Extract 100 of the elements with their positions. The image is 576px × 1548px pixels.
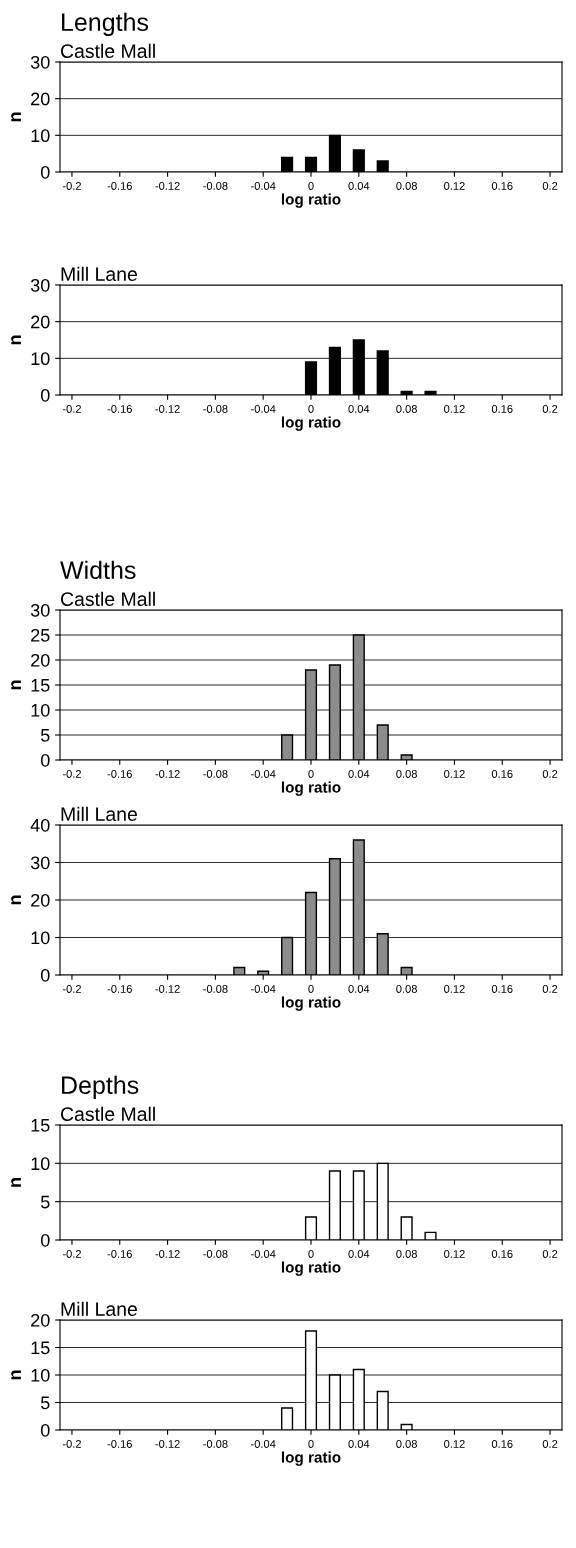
x-tick-label: -0.16 <box>107 405 132 413</box>
x-tick-label: -0.08 <box>203 985 228 993</box>
y-tick-label: 30 <box>30 278 50 292</box>
x-tick-label: -0.12 <box>155 1250 180 1258</box>
y-tick-label: 0 <box>40 165 50 179</box>
x-tick-label: 0.08 <box>396 1440 417 1448</box>
x-tick-label: 0 <box>308 985 314 993</box>
y-tick-label: 10 <box>31 1157 50 1171</box>
x-tick-label: -0.16 <box>107 182 132 190</box>
x-tick-label: 0.04 <box>348 1440 370 1448</box>
y-tick-label: 5 <box>40 1195 50 1209</box>
chart-title: Widths <box>60 560 136 580</box>
x-tick-label: -0.04 <box>251 770 276 778</box>
y-tick-label: 30 <box>30 856 50 870</box>
x-tick-label: 0.2 <box>542 1440 558 1448</box>
x-tick-label: 0.12 <box>444 1250 465 1258</box>
x-tick-label: -0.04 <box>251 182 276 190</box>
x-tick-label: 0 <box>308 182 314 190</box>
y-tick-label: 15 <box>31 679 50 692</box>
x-tick-label: -0.04 <box>251 1250 276 1258</box>
x-tick-label: -0.2 <box>62 182 81 190</box>
y-tick-label: 10 <box>31 352 50 366</box>
y-tick-label: 20 <box>31 893 50 907</box>
x-tick-label: 0.08 <box>396 1250 417 1258</box>
x-tick-label: 0.08 <box>396 770 417 778</box>
y-axis-title: n <box>11 680 21 690</box>
x-tick-label: 0.04 <box>348 1250 370 1258</box>
x-tick-label: 0.16 <box>491 182 513 190</box>
y-tick-label: 20 <box>31 315 50 329</box>
y-axis-title: n <box>11 1370 21 1380</box>
x-tick-label: 0.04 <box>348 770 370 778</box>
x-tick-label: -0.2 <box>62 405 81 413</box>
x-tick-label: 0 <box>308 1250 314 1258</box>
x-tick-label: -0.12 <box>155 1440 180 1448</box>
x-tick-label: 0.04 <box>348 405 370 413</box>
x-tick-label: 0.08 <box>396 405 417 413</box>
chart-title: Mill Lane <box>61 266 137 282</box>
x-tick-label: -0.12 <box>155 405 180 413</box>
x-tick-label: 0.2 <box>542 1250 558 1258</box>
x-tick-label: -0.04 <box>251 405 276 413</box>
x-tick-label: -0.04 <box>251 985 276 993</box>
x-tick-label: -0.08 <box>203 1250 228 1258</box>
x-tick-label: -0.2 <box>62 770 81 778</box>
x-axis-title: log ratio <box>281 416 341 431</box>
x-tick-label: -0.16 <box>107 770 132 778</box>
x-tick-label: 0.12 <box>444 405 465 413</box>
y-tick-label: 40 <box>30 818 50 832</box>
x-tick-label: 0.16 <box>491 985 513 993</box>
x-tick-label: -0.08 <box>203 405 228 413</box>
x-tick-label: -0.12 <box>155 770 180 778</box>
x-tick-label: -0.2 <box>62 1440 81 1448</box>
x-tick-label: 0.12 <box>444 985 465 993</box>
y-axis-title: n <box>11 335 21 345</box>
x-tick-label: 0.08 <box>396 985 417 993</box>
y-tick-label: 30 <box>30 603 50 617</box>
y-tick-label: 10 <box>31 703 50 717</box>
x-tick-label: -0.08 <box>203 770 228 778</box>
x-tick-label: 0.16 <box>491 1440 513 1448</box>
y-tick-label: 15 <box>31 1119 50 1132</box>
x-axis-title: log ratio <box>281 781 341 796</box>
y-tick-label: 0 <box>40 753 50 767</box>
x-tick-label: 0.16 <box>491 1250 513 1258</box>
x-tick-label: 0 <box>308 1440 314 1448</box>
x-tick-label: 0.04 <box>348 182 370 190</box>
chart-title: Depths <box>62 1075 139 1099</box>
x-tick-label: -0.2 <box>62 985 81 993</box>
x-tick-label: 0.2 <box>542 405 558 413</box>
x-axis-title: log ratio <box>281 1261 341 1276</box>
x-tick-label: 0.12 <box>444 182 465 190</box>
y-tick-label: 5 <box>40 729 50 742</box>
x-tick-label: -0.08 <box>203 182 228 190</box>
x-tick-label: 0 <box>308 405 314 413</box>
y-axis-title: n <box>11 895 21 905</box>
x-tick-label: 0.04 <box>348 985 370 993</box>
x-tick-label: 0.2 <box>542 182 558 190</box>
x-tick-label: -0.16 <box>107 1440 132 1448</box>
y-tick-label: 10 <box>31 129 50 143</box>
x-tick-label: 0.16 <box>491 405 513 413</box>
y-tick-label: 20 <box>31 653 50 667</box>
y-tick-label: 20 <box>31 92 50 106</box>
y-axis-title: n <box>11 1178 21 1187</box>
x-tick-label: 0.08 <box>396 182 417 190</box>
y-tick-label: 30 <box>30 55 50 69</box>
chart-subtitle: Castle Mall <box>60 1106 155 1122</box>
y-tick-label: 5 <box>40 1396 50 1410</box>
chart-title: Mill Lane <box>61 806 137 822</box>
y-tick-label: 25 <box>31 628 50 642</box>
chart-subtitle: Castle Mall <box>60 43 155 59</box>
y-tick-label: 20 <box>31 1313 50 1327</box>
x-tick-label: -0.04 <box>251 1440 276 1448</box>
x-tick-label: -0.08 <box>203 1440 228 1448</box>
x-tick-label: -0.12 <box>155 985 180 993</box>
y-tick-label: 10 <box>31 1368 50 1382</box>
x-tick-label: 0.2 <box>542 770 558 778</box>
y-tick-label: 15 <box>31 1341 50 1355</box>
x-tick-label: 0.12 <box>444 1440 465 1448</box>
x-tick-label: -0.16 <box>107 1250 132 1258</box>
x-tick-label: 0 <box>308 770 314 778</box>
y-tick-label: 0 <box>40 1423 50 1437</box>
x-tick-label: 0.2 <box>542 985 558 993</box>
